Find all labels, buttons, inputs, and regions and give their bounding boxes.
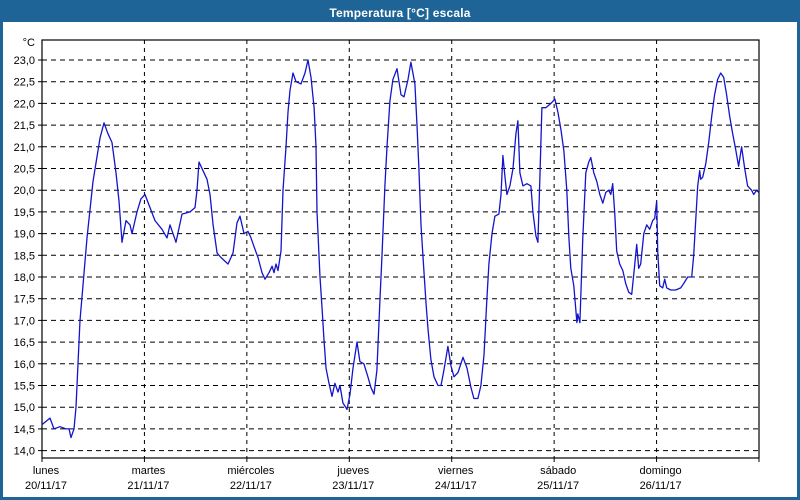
day-name-label: martes <box>132 465 166 477</box>
y-tick-label: 15,5 <box>14 381 35 393</box>
y-tick-label: 19,0 <box>14 229 35 241</box>
y-tick-label: 23,0 <box>14 55 35 67</box>
y-axis-unit-label: °C <box>23 37 35 49</box>
day-name-label: sábado <box>540 465 576 477</box>
day-date-label: 24/11/17 <box>435 480 477 492</box>
y-tick-label: 20,0 <box>14 185 35 197</box>
y-tick-label: 16,0 <box>14 359 35 371</box>
title-bar: Temperatura [°C] escala <box>3 3 797 22</box>
day-date-label: 23/11/17 <box>332 480 374 492</box>
y-tick-label: 18,5 <box>14 250 35 262</box>
y-tick-label: 21,5 <box>14 120 35 132</box>
day-date-label: 22/11/17 <box>230 480 272 492</box>
plot-frame <box>41 39 760 459</box>
y-tick-label: 15,0 <box>14 402 35 414</box>
day-name-label: miércoles <box>227 465 275 477</box>
y-tick-label: 21,0 <box>14 142 35 154</box>
y-tick-label: 17,5 <box>14 294 35 306</box>
y-tick-label: 14,0 <box>14 446 35 458</box>
y-tick-label: 14,5 <box>14 424 35 436</box>
y-tick-label: 19,5 <box>14 207 35 219</box>
day-name-label: lunes <box>33 465 60 477</box>
y-tick-label: 22,5 <box>14 77 35 89</box>
temperature-line <box>41 59 760 439</box>
y-tick-label: 18,0 <box>14 272 35 284</box>
day-date-label: 21/11/17 <box>127 480 169 492</box>
y-tick-label: 20,5 <box>14 164 35 176</box>
y-tick-label: 16,5 <box>14 337 35 349</box>
chart-title: Temperatura [°C] escala <box>329 5 471 20</box>
temperature-chart: 23,0 22,5 22,0 21,5 21,0 20,5 20,0 19,5 19,0 18,5… <box>14 37 760 492</box>
day-date-label: 26/11/17 <box>640 480 682 492</box>
y-tick-label: 17,0 <box>14 315 35 327</box>
y-tick-label: 22,0 <box>14 98 35 110</box>
day-date-label: 25/11/17 <box>537 480 579 492</box>
day-name-label: jueves <box>336 465 369 477</box>
day-name-label: domingo <box>639 465 681 477</box>
day-name-label: viernes <box>438 465 474 477</box>
day-date-label: 20/11/17 <box>25 480 67 492</box>
